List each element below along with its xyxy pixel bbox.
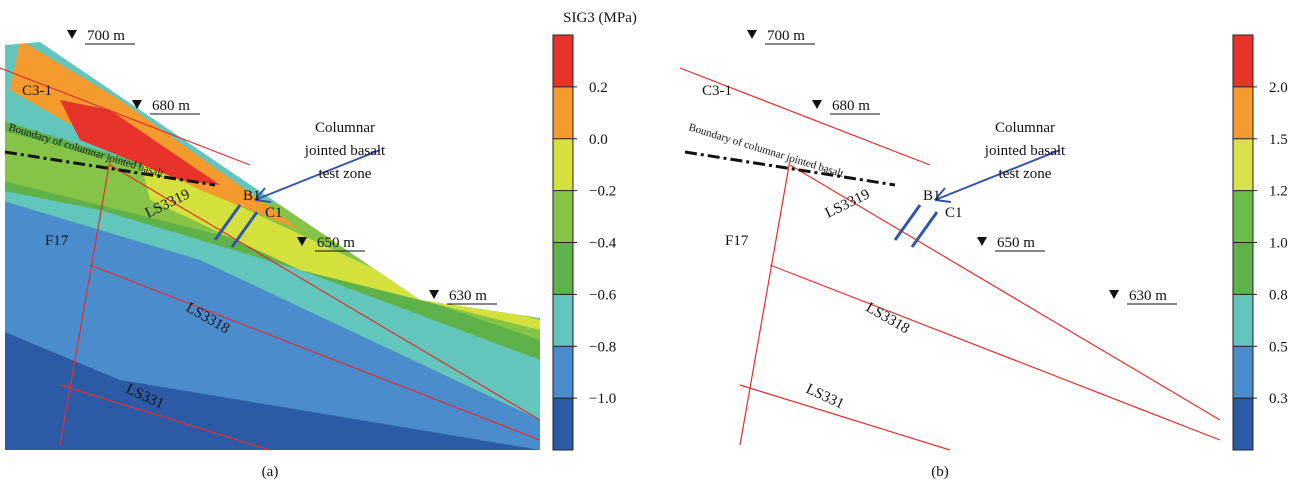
- contour-band: [680, 330, 740, 450]
- colorbar-tick-label: 1.0: [1269, 236, 1288, 252]
- map-label: F17: [725, 233, 749, 249]
- colorbar-segment: [553, 191, 573, 243]
- colorbar-tick-label: 0.2: [589, 80, 608, 96]
- map-label: LS3318: [863, 300, 912, 338]
- map-label: F17: [45, 233, 69, 249]
- elevation-marker: [747, 30, 757, 39]
- contour-band: [780, 250, 1220, 420]
- faults: [680, 68, 1220, 450]
- map-label: LS3319: [823, 186, 873, 221]
- colorbar-tick-label: −1.0: [589, 391, 616, 407]
- colorbar-segment: [1233, 35, 1253, 87]
- map-label: Columnar: [995, 120, 1055, 136]
- elevation-marker: [1109, 290, 1119, 299]
- colorbar-segment: [1233, 191, 1253, 243]
- map-label: jointed basalt: [984, 143, 1066, 159]
- elevation-marker: [429, 290, 439, 299]
- elevation-label: 630 m: [1129, 288, 1167, 304]
- map-label: Boundary of columnar jointed basalt: [687, 121, 845, 180]
- colorbar-tick-label: 0.8: [1269, 287, 1288, 303]
- elevation-label: 650 m: [997, 235, 1035, 251]
- contour-panel: [680, 40, 1220, 450]
- map-label: B1: [243, 188, 261, 204]
- colorbar-segment: [553, 35, 573, 87]
- elevation-label: 700 m: [767, 28, 805, 44]
- map-label: C1: [945, 205, 963, 221]
- colorbar-tick-label: 0.3: [1269, 391, 1288, 407]
- panel-caption: (a): [262, 464, 279, 480]
- colorbar-tick-label: 1.2: [1269, 184, 1288, 200]
- colorbar-segment: [1233, 294, 1253, 346]
- elevation-label: 700 m: [87, 28, 125, 44]
- colorbar-segment: [553, 243, 573, 295]
- colorbar-tick-label: −0.8: [589, 339, 616, 355]
- colorbar-segment: [1233, 243, 1253, 295]
- colorbar-tick-label: 2.0: [1269, 80, 1288, 96]
- colorbar-tick-label: −0.4: [589, 236, 617, 252]
- colorbar-segment: [553, 139, 573, 191]
- map-label: LS331: [803, 381, 846, 412]
- fault-line: [740, 160, 790, 445]
- figure: SIG3 (MPa) 0.2 0.0 −0.2 −0.4 −0.6 −0.8 −1.0 700 …: [0, 0, 1305, 491]
- elevation-marker: [67, 30, 77, 39]
- colorbar-segment: [553, 346, 573, 398]
- colorbar-segment: [1233, 139, 1253, 191]
- colorbar-tick-label: 1.5: [1269, 132, 1288, 148]
- contour-band: [680, 40, 1220, 450]
- colorbar-segment: [553, 294, 573, 346]
- elevation-label: 680 m: [152, 98, 190, 114]
- colorbar-tick-label: 0.5: [1269, 339, 1288, 355]
- colorbar-title: SIG3 (MPa): [563, 10, 637, 26]
- elevation-label: 630 m: [449, 288, 487, 304]
- colorbar-tick-label: −0.2: [589, 184, 616, 200]
- colorbar-segment: [553, 398, 573, 450]
- elevation-label: 680 m: [832, 98, 870, 114]
- colorbar-tick-label: 0.0: [589, 132, 608, 148]
- map-label: B1: [923, 188, 941, 204]
- colorbar-segment: [1233, 398, 1253, 450]
- map-label: Columnar: [315, 120, 375, 136]
- elevation-label: 650 m: [317, 235, 355, 251]
- contour-band: [770, 60, 810, 90]
- map-label: test zone: [999, 166, 1052, 182]
- map-label: C1: [265, 205, 283, 221]
- map-label: C3-1: [22, 83, 52, 99]
- elevation-marker: [977, 237, 987, 246]
- colorbar-segment: [1233, 346, 1253, 398]
- test-line: [912, 212, 937, 247]
- map-label: jointed basalt: [304, 143, 386, 159]
- contour-panel: [0, 40, 540, 450]
- map-label: C3-1: [702, 83, 732, 99]
- fault-line: [740, 385, 950, 450]
- contour-band: [680, 200, 730, 320]
- map-label: test zone: [319, 166, 372, 182]
- colorbar-segment: [553, 87, 573, 139]
- colorbar-tick-label: −0.6: [589, 287, 617, 303]
- elevation-marker: [812, 100, 822, 109]
- colorbar-segment: [1233, 87, 1253, 139]
- panel-caption: (b): [931, 464, 949, 480]
